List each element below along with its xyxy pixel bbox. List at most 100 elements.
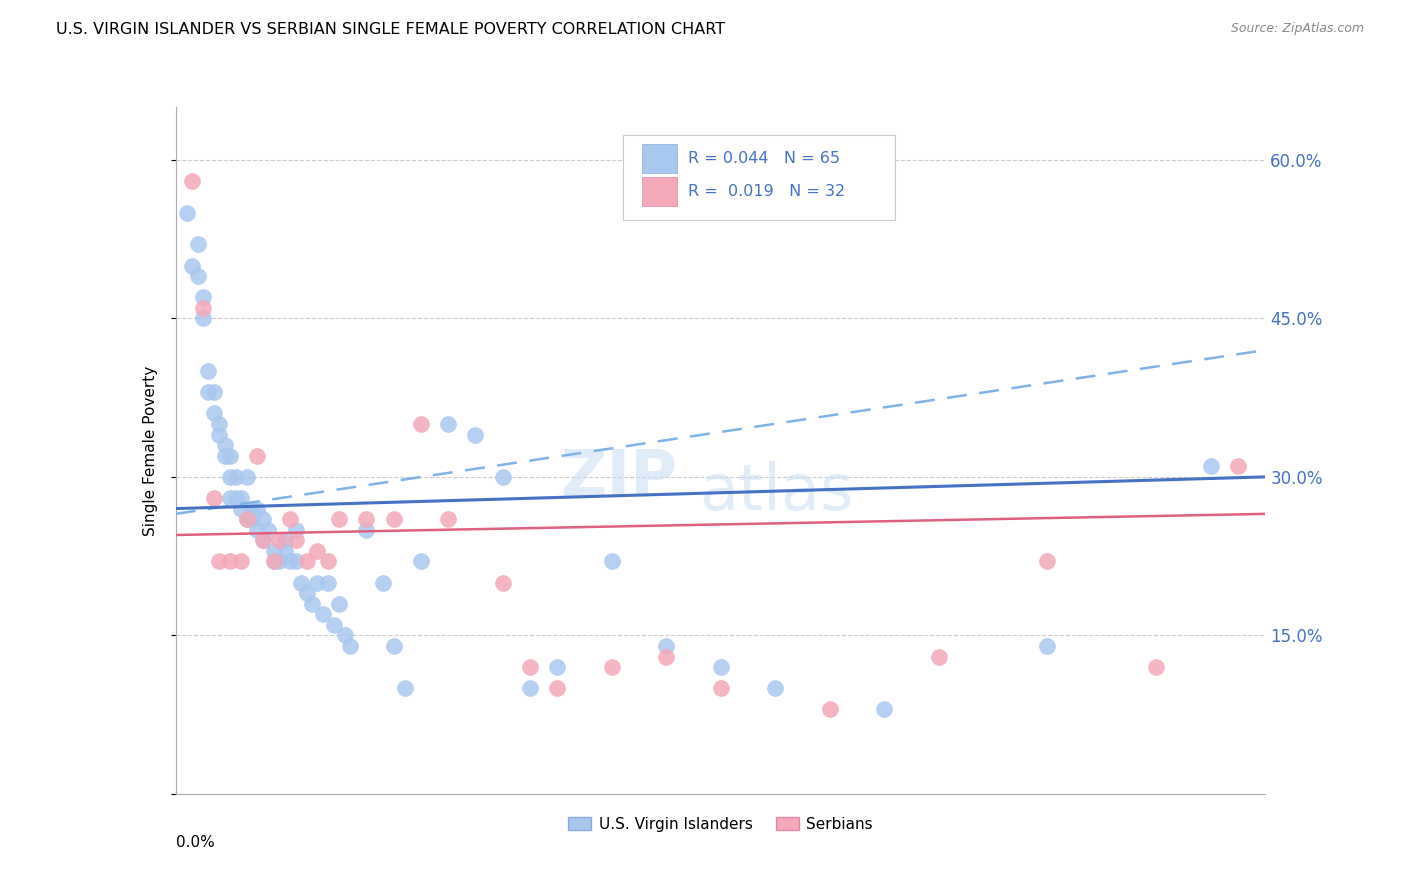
Point <box>318 554 340 568</box>
Point <box>231 554 253 568</box>
Point <box>197 364 219 378</box>
Point <box>231 501 253 516</box>
Point <box>1227 459 1250 474</box>
Point <box>328 512 350 526</box>
Point <box>763 681 786 696</box>
Point <box>235 512 257 526</box>
Point <box>219 449 242 463</box>
Point <box>928 649 950 664</box>
Point <box>263 544 285 558</box>
FancyBboxPatch shape <box>643 145 678 173</box>
Point <box>208 417 231 431</box>
Point <box>278 554 301 568</box>
Point <box>464 427 486 442</box>
Point <box>214 449 236 463</box>
Point <box>710 660 733 674</box>
Point <box>290 575 312 590</box>
Point <box>710 681 733 696</box>
Point <box>197 385 219 400</box>
Point <box>322 617 344 632</box>
Point <box>333 628 356 642</box>
FancyBboxPatch shape <box>623 135 896 220</box>
Point <box>208 427 231 442</box>
Point <box>519 681 541 696</box>
Point <box>284 554 307 568</box>
Point <box>263 554 285 568</box>
Point <box>600 660 623 674</box>
Point <box>278 512 301 526</box>
Point <box>284 533 307 548</box>
Point <box>409 417 432 431</box>
Point <box>257 523 280 537</box>
Point <box>181 259 204 273</box>
Point <box>655 649 678 664</box>
Text: ZIP: ZIP <box>560 447 678 509</box>
Point <box>176 205 198 219</box>
Point <box>235 470 257 484</box>
Point <box>181 174 204 188</box>
Point <box>409 554 432 568</box>
Point <box>186 237 209 252</box>
Point <box>437 417 460 431</box>
Point <box>269 554 291 568</box>
Point <box>492 575 515 590</box>
Text: atlas: atlas <box>699 460 853 523</box>
Point <box>263 554 285 568</box>
Point <box>519 660 541 674</box>
Point <box>240 512 263 526</box>
Text: 0.0%: 0.0% <box>176 835 215 850</box>
Point <box>382 512 405 526</box>
Point <box>600 554 623 568</box>
Point <box>246 501 269 516</box>
Point <box>307 544 329 558</box>
Point <box>1199 459 1222 474</box>
Point <box>284 523 307 537</box>
Point <box>202 491 225 505</box>
Point <box>394 681 416 696</box>
Point <box>208 554 231 568</box>
Point <box>371 575 394 590</box>
Point <box>202 385 225 400</box>
Point <box>246 449 269 463</box>
Point <box>307 575 329 590</box>
Text: R =  0.019   N = 32: R = 0.019 N = 32 <box>688 184 845 199</box>
Point <box>546 681 568 696</box>
Point <box>186 269 209 284</box>
Point <box>382 639 405 653</box>
Point <box>318 575 340 590</box>
Point <box>252 533 274 548</box>
Point <box>437 512 460 526</box>
Point <box>1144 660 1167 674</box>
Point <box>235 512 257 526</box>
Point <box>274 544 297 558</box>
Point <box>219 491 242 505</box>
Point <box>246 523 269 537</box>
Legend: U.S. Virgin Islanders, Serbians: U.S. Virgin Islanders, Serbians <box>562 811 879 838</box>
Point <box>269 533 291 548</box>
Point <box>873 702 896 716</box>
Point <box>191 301 214 315</box>
Point <box>295 554 318 568</box>
Point <box>219 470 242 484</box>
Text: R = 0.044   N = 65: R = 0.044 N = 65 <box>688 151 839 166</box>
Point <box>214 438 236 452</box>
Text: U.S. VIRGIN ISLANDER VS SERBIAN SINGLE FEMALE POVERTY CORRELATION CHART: U.S. VIRGIN ISLANDER VS SERBIAN SINGLE F… <box>56 22 725 37</box>
Point <box>231 491 253 505</box>
Point <box>312 607 335 622</box>
Point <box>252 533 274 548</box>
Point <box>356 523 378 537</box>
Point <box>1036 639 1059 653</box>
Point <box>191 290 214 304</box>
Point <box>219 554 242 568</box>
Point <box>301 597 323 611</box>
Point <box>818 702 841 716</box>
Point <box>252 512 274 526</box>
Point <box>225 491 247 505</box>
Point <box>240 501 263 516</box>
Point <box>339 639 361 653</box>
Point <box>1036 554 1059 568</box>
Point <box>274 533 297 548</box>
Point <box>225 470 247 484</box>
Point <box>492 470 515 484</box>
Point <box>295 586 318 600</box>
